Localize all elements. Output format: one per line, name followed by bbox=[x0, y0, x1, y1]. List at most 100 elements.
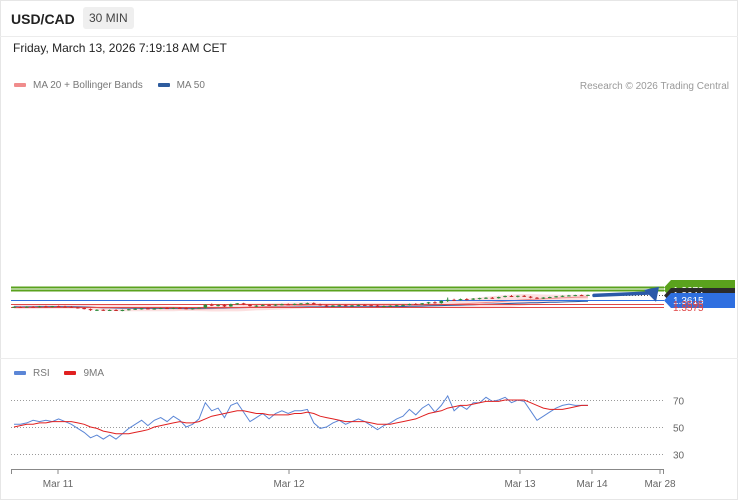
candle-body bbox=[127, 309, 131, 311]
rsi-tick-label: 70 bbox=[673, 397, 685, 408]
candle-body bbox=[528, 296, 533, 298]
candle-body bbox=[547, 297, 552, 299]
candle-body bbox=[496, 297, 501, 299]
price-level-label: 1.3615 bbox=[673, 296, 704, 307]
candle-body bbox=[158, 308, 163, 310]
candle-body bbox=[75, 307, 80, 309]
candle-body bbox=[280, 304, 284, 306]
candle-body bbox=[146, 308, 150, 310]
candle-body bbox=[388, 305, 393, 307]
x-axis-label: Mar 13 bbox=[504, 479, 536, 490]
legend-swatch-9ma bbox=[64, 371, 77, 376]
candle-body bbox=[107, 309, 112, 311]
legend-swatch-ma20 bbox=[14, 83, 26, 88]
x-axis-label: Mar 12 bbox=[273, 479, 305, 490]
candle-body bbox=[433, 302, 437, 304]
rsi-tick-label: 50 bbox=[673, 424, 685, 435]
candle-body bbox=[471, 298, 475, 300]
x-axis-label: Mar 14 bbox=[576, 479, 608, 490]
legend-label-ma20: MA 20 + Bollinger Bands bbox=[33, 80, 143, 91]
candle-body bbox=[235, 303, 240, 305]
timeframe-badge[interactable]: 30 MIN bbox=[83, 7, 134, 29]
legend-item-9ma: 9MA bbox=[64, 368, 104, 379]
x-axis-label: Mar 28 bbox=[644, 479, 676, 490]
candle-body bbox=[484, 297, 488, 299]
main-legend: MA 20 + Bollinger Bands MA 50 bbox=[14, 80, 217, 91]
candle-body bbox=[241, 303, 246, 305]
candle-body bbox=[267, 304, 271, 306]
candle-body bbox=[114, 309, 118, 311]
legend-item-ma50: MA 50 bbox=[157, 80, 205, 91]
candle-body bbox=[375, 305, 380, 307]
legend-label-rsi: RSI bbox=[33, 368, 50, 379]
candle-body bbox=[44, 306, 48, 308]
candle-body bbox=[88, 309, 93, 311]
candle-body bbox=[477, 298, 482, 300]
candle-body bbox=[439, 300, 444, 304]
candle-body bbox=[465, 299, 469, 301]
candle-body bbox=[24, 306, 29, 308]
candle-body bbox=[445, 299, 450, 301]
candle-body bbox=[209, 304, 214, 306]
candle-body bbox=[273, 304, 278, 306]
candle-body bbox=[522, 295, 527, 297]
price-level-label: 1.3575 bbox=[673, 303, 704, 314]
candle-body bbox=[452, 299, 456, 301]
legend-item-rsi: RSI bbox=[14, 368, 50, 379]
rsi-tick-label: 30 bbox=[673, 451, 685, 462]
candle-body bbox=[229, 304, 233, 307]
candle-body bbox=[171, 307, 176, 309]
candle-body bbox=[305, 303, 310, 305]
candle-body bbox=[362, 304, 367, 306]
candle-body bbox=[286, 304, 291, 306]
candle-body bbox=[216, 305, 220, 307]
rsi-9ma-line bbox=[13, 399, 588, 435]
candle-body bbox=[401, 304, 405, 306]
legend-item-ma20: MA 20 + Bollinger Bands bbox=[14, 80, 143, 91]
candle-body bbox=[56, 306, 61, 308]
candle-body bbox=[82, 308, 86, 310]
candle-body bbox=[292, 303, 297, 305]
rsi-legend: RSI 9MA bbox=[14, 368, 116, 379]
candle-body bbox=[560, 295, 565, 297]
candle-body bbox=[260, 304, 265, 306]
candle-body bbox=[516, 295, 520, 297]
candle-body bbox=[318, 304, 322, 306]
candle-body bbox=[394, 305, 399, 307]
candle-body bbox=[509, 295, 514, 297]
chart-datetime: Friday, March 13, 2026 7:19:18 AM CET bbox=[13, 41, 227, 55]
candle-body bbox=[95, 309, 99, 311]
candle-body bbox=[31, 306, 35, 308]
candle-body bbox=[178, 307, 182, 309]
candle-body bbox=[69, 306, 74, 308]
chart-header: USD/CAD 30 MIN bbox=[0, 0, 738, 37]
candle-body bbox=[586, 294, 590, 296]
candle-body bbox=[573, 295, 578, 297]
candle-body bbox=[490, 297, 495, 299]
candle-body bbox=[299, 303, 303, 305]
rsi-line bbox=[14, 394, 588, 440]
candle-body bbox=[350, 305, 354, 307]
candle-body bbox=[382, 306, 386, 308]
candle-body bbox=[356, 304, 361, 306]
candle-body bbox=[331, 305, 335, 307]
candle-body bbox=[222, 305, 227, 307]
candle-body bbox=[567, 295, 571, 297]
candle-body bbox=[203, 304, 208, 308]
legend-label-ma50: MA 50 bbox=[176, 80, 205, 91]
candle-body bbox=[535, 297, 539, 299]
candle-body bbox=[324, 305, 329, 307]
price-level-label: 1.3595 bbox=[673, 300, 704, 311]
candle-body bbox=[152, 308, 157, 310]
symbol-title: USD/CAD bbox=[11, 11, 75, 27]
candle-body bbox=[579, 295, 584, 297]
legend-swatch-rsi bbox=[14, 371, 26, 376]
candle-body bbox=[133, 308, 137, 310]
candle-body bbox=[12, 306, 16, 308]
research-credit: Research © 2026 Trading Central bbox=[579, 81, 729, 92]
candle-body bbox=[458, 299, 463, 301]
candle-body bbox=[165, 308, 169, 310]
candle-body bbox=[197, 307, 201, 309]
candle-body bbox=[420, 303, 424, 305]
